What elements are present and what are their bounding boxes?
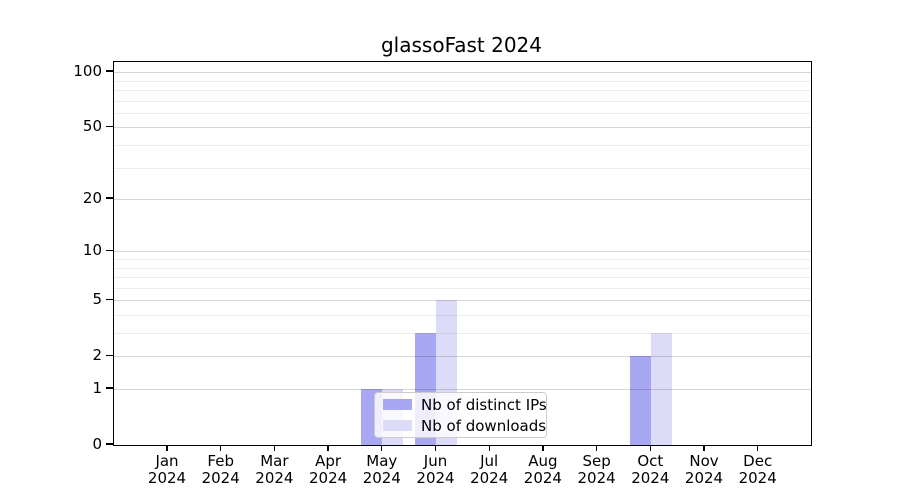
- x-tick-label-apr: Apr 2024: [309, 452, 348, 487]
- y-tick-label-0: 0: [92, 435, 102, 453]
- x-tick-mark-feb: [220, 445, 222, 452]
- y-tick-label-5: 5: [92, 290, 102, 309]
- y-tick-mark-5: [106, 298, 113, 300]
- x-tick-mark-jun: [434, 445, 437, 452]
- gridline-y-20: [114, 199, 811, 200]
- x-tick-mark-nov: [703, 445, 705, 452]
- bar-distinct-ips-oct: [629, 356, 651, 445]
- gridline-y-9: [114, 259, 811, 260]
- gridline-y-4: [114, 315, 811, 316]
- gridline-y-100: [114, 72, 811, 73]
- gridline-y-10: [114, 251, 811, 252]
- gridline-y-2: [114, 356, 811, 357]
- legend-swatch-distinct-ips: [383, 399, 412, 410]
- gridline-y-60: [114, 113, 811, 114]
- plot-area: [113, 61, 812, 446]
- x-tick-label-jul: Jul 2024: [470, 452, 509, 487]
- x-tick-label-jun: Jun 2024: [416, 452, 455, 487]
- gridline-y-5: [114, 300, 811, 301]
- x-tick-mark-jan: [166, 445, 168, 452]
- x-tick-label-nov: Nov 2024: [684, 452, 724, 487]
- gridline-y-8: [114, 268, 811, 269]
- y-tick-label-50: 50: [82, 117, 102, 136]
- x-tick-label-sep: Sep 2024: [577, 452, 616, 487]
- legend: Nb of distinct IPs Nb of downloads: [374, 392, 547, 438]
- y-tick-mark-100: [106, 70, 113, 72]
- x-tick-mark-dec: [757, 445, 759, 452]
- chart-title: glassoFast 2024: [380, 33, 543, 57]
- x-tick-mark-mar: [273, 445, 276, 452]
- legend-item-distinct-ips: Nb of distinct IPs: [383, 396, 547, 414]
- y-tick-label-10: 10: [82, 241, 102, 260]
- y-tick-label-2: 2: [92, 346, 102, 365]
- x-tick-mark-may: [381, 445, 383, 452]
- x-tick-label-dec: Dec 2024: [738, 452, 777, 487]
- legend-label-downloads: Nb of downloads: [421, 416, 547, 435]
- bar-downloads-oct: [650, 333, 672, 445]
- x-tick-label-may: May 2024: [362, 452, 401, 487]
- legend-swatch-downloads: [383, 420, 412, 431]
- gridline-y-6: [114, 288, 811, 289]
- y-tick-mark-0: [106, 443, 113, 445]
- legend-label-distinct-ips: Nb of distinct IPs: [421, 395, 547, 414]
- x-tick-label-jan: Jan 2024: [147, 452, 187, 487]
- y-tick-mark-1: [106, 387, 113, 389]
- x-tick-label-mar: Mar 2024: [255, 452, 294, 487]
- gridline-y-1: [114, 389, 811, 390]
- x-tick-mark-apr: [327, 445, 329, 452]
- gridline-y-3: [114, 333, 811, 334]
- x-tick-mark-sep: [595, 445, 598, 452]
- y-tick-label-100: 100: [73, 62, 102, 81]
- gridline-y-80: [114, 90, 811, 91]
- gridline-y-40: [114, 145, 811, 146]
- y-tick-mark-50: [106, 125, 113, 128]
- y-tick-label-20: 20: [82, 189, 102, 208]
- y-tick-mark-20: [106, 197, 113, 199]
- x-tick-mark-jul: [488, 445, 490, 452]
- gridline-y-50: [114, 127, 811, 128]
- legend-item-downloads: Nb of downloads: [383, 417, 546, 435]
- gridline-y-7: [114, 277, 811, 278]
- y-tick-label-1: 1: [92, 379, 102, 397]
- gridline-y-30: [114, 168, 811, 169]
- x-tick-label-feb: Feb 2024: [201, 452, 240, 487]
- gridline-y-90: [114, 81, 811, 82]
- x-tick-mark-aug: [542, 445, 544, 452]
- x-tick-label-oct: Oct 2024: [631, 452, 670, 487]
- gridline-y-70: [114, 101, 811, 102]
- x-tick-mark-oct: [649, 445, 651, 452]
- y-tick-mark-2: [106, 354, 113, 356]
- y-tick-mark-10: [106, 249, 113, 251]
- x-tick-label-aug: Aug 2024: [523, 452, 562, 487]
